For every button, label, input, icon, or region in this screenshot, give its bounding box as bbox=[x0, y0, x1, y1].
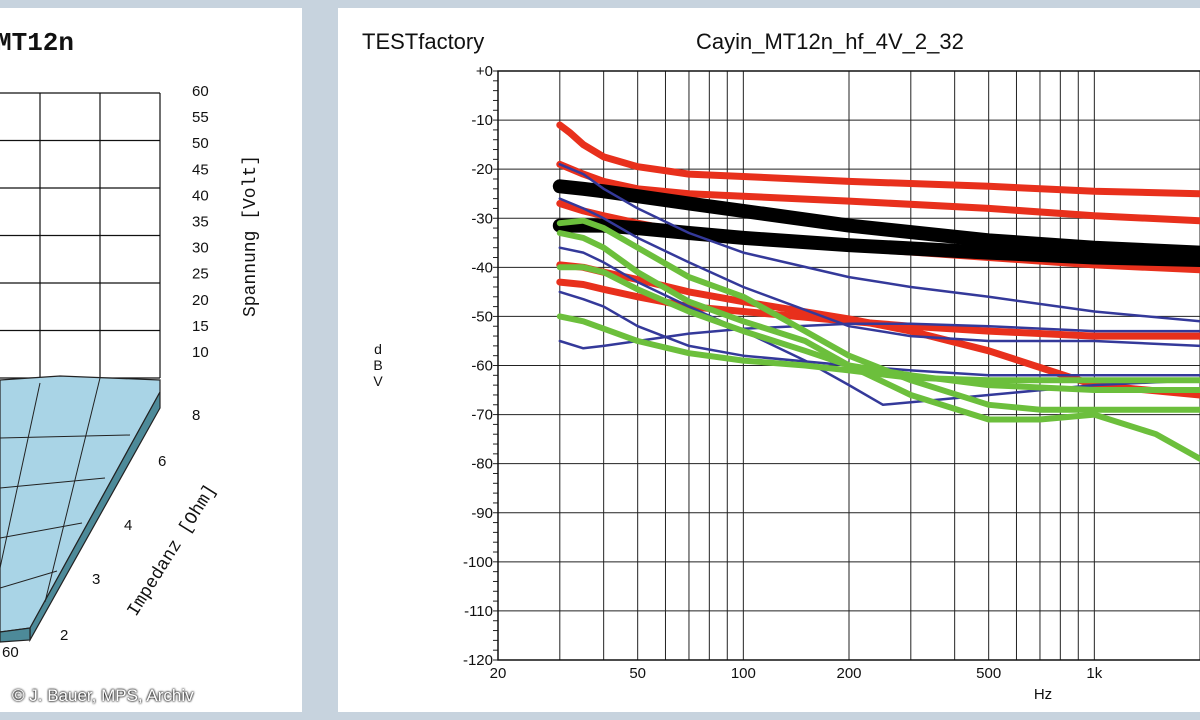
y-axis-label: dBV bbox=[373, 341, 383, 389]
impedance-tick-labels: 8 6 4 3 2 bbox=[60, 407, 200, 644]
chart-brand: TESTfactory bbox=[362, 29, 484, 54]
left-chart-panel: MT12n 60 55 50 45 40 35 30 25 20 15 10 Spannung [V… bbox=[0, 8, 302, 712]
voltage-impedance-3d-chart: MT12n 60 55 50 45 40 35 30 25 20 15 10 Spannung [V… bbox=[0, 28, 261, 661]
corner-tick-label: 60 bbox=[2, 644, 19, 661]
y-tick-label: -40 bbox=[471, 259, 493, 276]
impedance-tick-label: 2 bbox=[60, 627, 68, 644]
voltage-tick-label: 45 bbox=[192, 161, 209, 178]
x-tick-label: 50 bbox=[629, 665, 646, 682]
surface-grid-line bbox=[0, 382, 41, 569]
impedance-tick-label: 8 bbox=[192, 407, 200, 424]
x-tick-label: 200 bbox=[836, 665, 861, 682]
surface-grid-line bbox=[0, 522, 83, 539]
y-tick-label: -20 bbox=[471, 161, 493, 178]
photo-credit: © J. Bauer, MPS, Archiv bbox=[12, 686, 194, 705]
series-line-14 bbox=[556, 230, 1200, 462]
series-line-15 bbox=[556, 264, 1200, 393]
x-tick-label: 20 bbox=[490, 665, 507, 682]
right-chart-panel: TESTfactory Cayin_MT12n_hf_4V_2_32 +0 -10… bbox=[338, 8, 1200, 712]
surface-grid-line bbox=[0, 434, 131, 439]
impedance-tick-label: 6 bbox=[158, 453, 166, 470]
y-axis-label-char: B bbox=[373, 357, 382, 373]
series-line-16 bbox=[556, 313, 1200, 384]
surface-grid-line bbox=[0, 570, 58, 589]
y-tick-labels: +0 -10 -20 -30 -40 -50 -60 -70 -80 -90 -100 -110 -12… bbox=[463, 63, 493, 669]
voltage-tick-label: 10 bbox=[192, 344, 209, 361]
voltage-tick-label: 40 bbox=[192, 187, 209, 204]
series-line-8 bbox=[558, 163, 1200, 323]
voltage-tick-labels: 60 55 50 45 40 35 30 25 20 15 10 bbox=[192, 83, 209, 361]
y-tick-label: -10 bbox=[471, 112, 493, 129]
series-line-13 bbox=[556, 217, 1200, 413]
y-tick-label: -90 bbox=[471, 505, 493, 522]
voltage-tick-label: 20 bbox=[192, 292, 209, 309]
voltage-axis-label: Spannung [Volt] bbox=[241, 155, 261, 317]
chart-title: Cayin_MT12n_hf_4V_2_32 bbox=[696, 29, 964, 54]
y-tick-label: -60 bbox=[471, 358, 493, 375]
x-tick-labels: 20 50 100 200 500 1k bbox=[490, 665, 1103, 682]
x-tick-label: 500 bbox=[976, 665, 1001, 682]
impedance-axis-label: Impedanz [Ohm] bbox=[124, 481, 221, 620]
back-wall-grid bbox=[0, 92, 161, 379]
series-line-1 bbox=[556, 121, 1200, 198]
surface-grid-line bbox=[44, 377, 101, 603]
series-line-12 bbox=[558, 246, 1200, 407]
voltage-tick-label: 60 bbox=[192, 83, 209, 100]
voltage-tick-label: 55 bbox=[192, 109, 209, 126]
series-line-10 bbox=[558, 290, 1200, 377]
y-tick-label: -70 bbox=[471, 407, 493, 424]
series-line-9 bbox=[558, 197, 1200, 348]
y-axis-label-char: d bbox=[374, 341, 382, 357]
surface-plot bbox=[0, 375, 161, 643]
y-tick-label: -50 bbox=[471, 308, 493, 325]
plot-frame bbox=[497, 70, 1200, 661]
chart-series bbox=[552, 121, 1200, 462]
impedance-tick-label: 3 bbox=[92, 571, 100, 588]
x-tick-label: 1k bbox=[1086, 665, 1102, 682]
series-line-5 bbox=[556, 278, 1200, 340]
impedance-tick-label: 4 bbox=[124, 517, 132, 534]
frequency-response-chart: TESTfactory Cayin_MT12n_hf_4V_2_32 +0 -10… bbox=[362, 29, 1200, 703]
y-tick-label: -80 bbox=[471, 456, 493, 473]
voltage-tick-label: 15 bbox=[192, 318, 209, 335]
series-line-6 bbox=[552, 179, 1200, 260]
y-axis-label-char: V bbox=[373, 373, 383, 389]
series-line-2 bbox=[556, 160, 1200, 225]
y-tick-label: -100 bbox=[463, 554, 493, 571]
voltage-tick-label: 50 bbox=[192, 135, 209, 152]
voltage-tick-label: 25 bbox=[192, 266, 209, 283]
x-axis-label: Hz bbox=[1034, 686, 1052, 703]
y-tick-label: -30 bbox=[471, 210, 493, 227]
y-tick-label: -120 bbox=[463, 652, 493, 669]
y-tick-label: -110 bbox=[464, 603, 493, 620]
x-tick-label: 100 bbox=[731, 665, 756, 682]
surface-front-face bbox=[0, 627, 31, 643]
left-chart-title: MT12n bbox=[0, 28, 74, 58]
voltage-tick-label: 30 bbox=[192, 240, 209, 257]
voltage-tick-label: 35 bbox=[192, 214, 209, 231]
y-tick-label: +0 bbox=[476, 63, 493, 80]
